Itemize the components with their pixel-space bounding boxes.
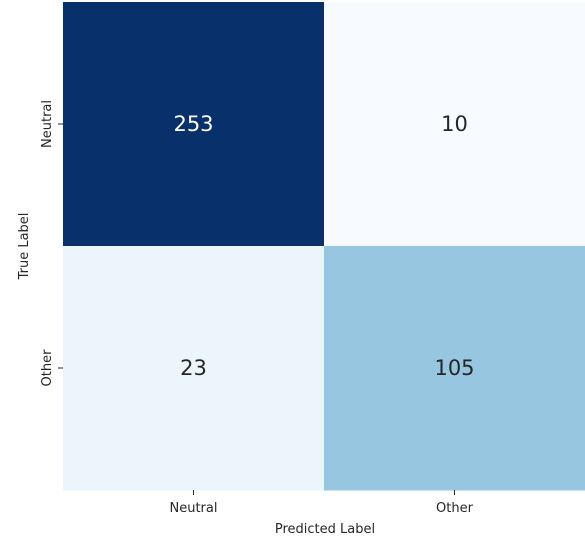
y-axis-label: True Label	[17, 213, 32, 281]
y-axis-ticks: Neutral Other	[40, 100, 63, 386]
heatmap-cell	[63, 246, 325, 491]
heatmap-cell-labels: 253 10 23 105	[173, 112, 474, 380]
heatmap-cell	[324, 2, 585, 247]
heatmap-cell-value: 23	[180, 356, 207, 380]
heatmap-cell-value: 10	[441, 112, 468, 136]
x-axis-label: Predicted Label	[275, 522, 375, 537]
x-tick-label: Neutral	[170, 501, 218, 516]
x-axis-ticks: Neutral Other	[170, 490, 474, 516]
y-tick-label: Neutral	[40, 100, 55, 148]
heatmap-cell-value: 253	[173, 112, 213, 136]
y-tick-label: Other	[40, 349, 55, 387]
heatmap-cell	[324, 246, 585, 491]
x-tick-label: Other	[436, 501, 474, 516]
heatmap-cell	[63, 2, 325, 247]
heatmap-cells	[63, 2, 585, 491]
heatmap-cell-value: 105	[434, 356, 474, 380]
